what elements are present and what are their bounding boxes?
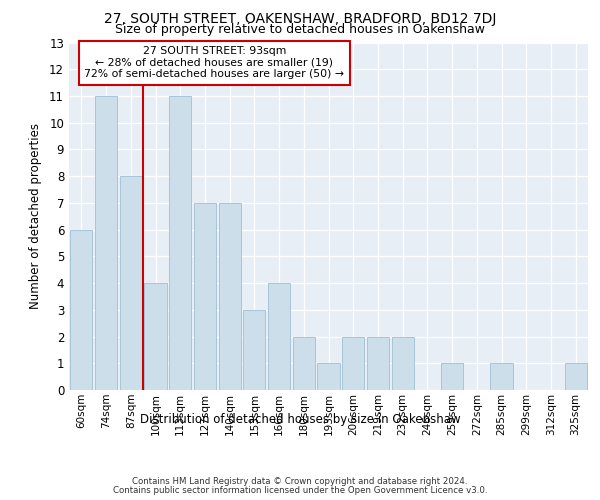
Bar xyxy=(490,364,512,390)
Bar xyxy=(268,283,290,390)
Bar xyxy=(194,203,216,390)
Bar xyxy=(243,310,265,390)
Bar xyxy=(293,336,315,390)
Bar xyxy=(565,364,587,390)
Bar xyxy=(169,96,191,390)
Text: Distribution of detached houses by size in Oakenshaw: Distribution of detached houses by size … xyxy=(140,412,460,426)
Bar xyxy=(218,203,241,390)
Bar xyxy=(342,336,364,390)
Text: 27, SOUTH STREET, OAKENSHAW, BRADFORD, BD12 7DJ: 27, SOUTH STREET, OAKENSHAW, BRADFORD, B… xyxy=(104,12,496,26)
Text: 27 SOUTH STREET: 93sqm
← 28% of detached houses are smaller (19)
72% of semi-det: 27 SOUTH STREET: 93sqm ← 28% of detached… xyxy=(85,46,344,79)
Bar xyxy=(317,364,340,390)
Bar xyxy=(392,336,414,390)
Text: Contains public sector information licensed under the Open Government Licence v3: Contains public sector information licen… xyxy=(113,486,487,495)
Bar xyxy=(119,176,142,390)
Bar xyxy=(145,283,167,390)
Bar xyxy=(367,336,389,390)
Bar xyxy=(95,96,117,390)
Y-axis label: Number of detached properties: Number of detached properties xyxy=(29,123,42,309)
Text: Size of property relative to detached houses in Oakenshaw: Size of property relative to detached ho… xyxy=(115,22,485,36)
Bar xyxy=(441,364,463,390)
Text: Contains HM Land Registry data © Crown copyright and database right 2024.: Contains HM Land Registry data © Crown c… xyxy=(132,477,468,486)
Bar xyxy=(70,230,92,390)
